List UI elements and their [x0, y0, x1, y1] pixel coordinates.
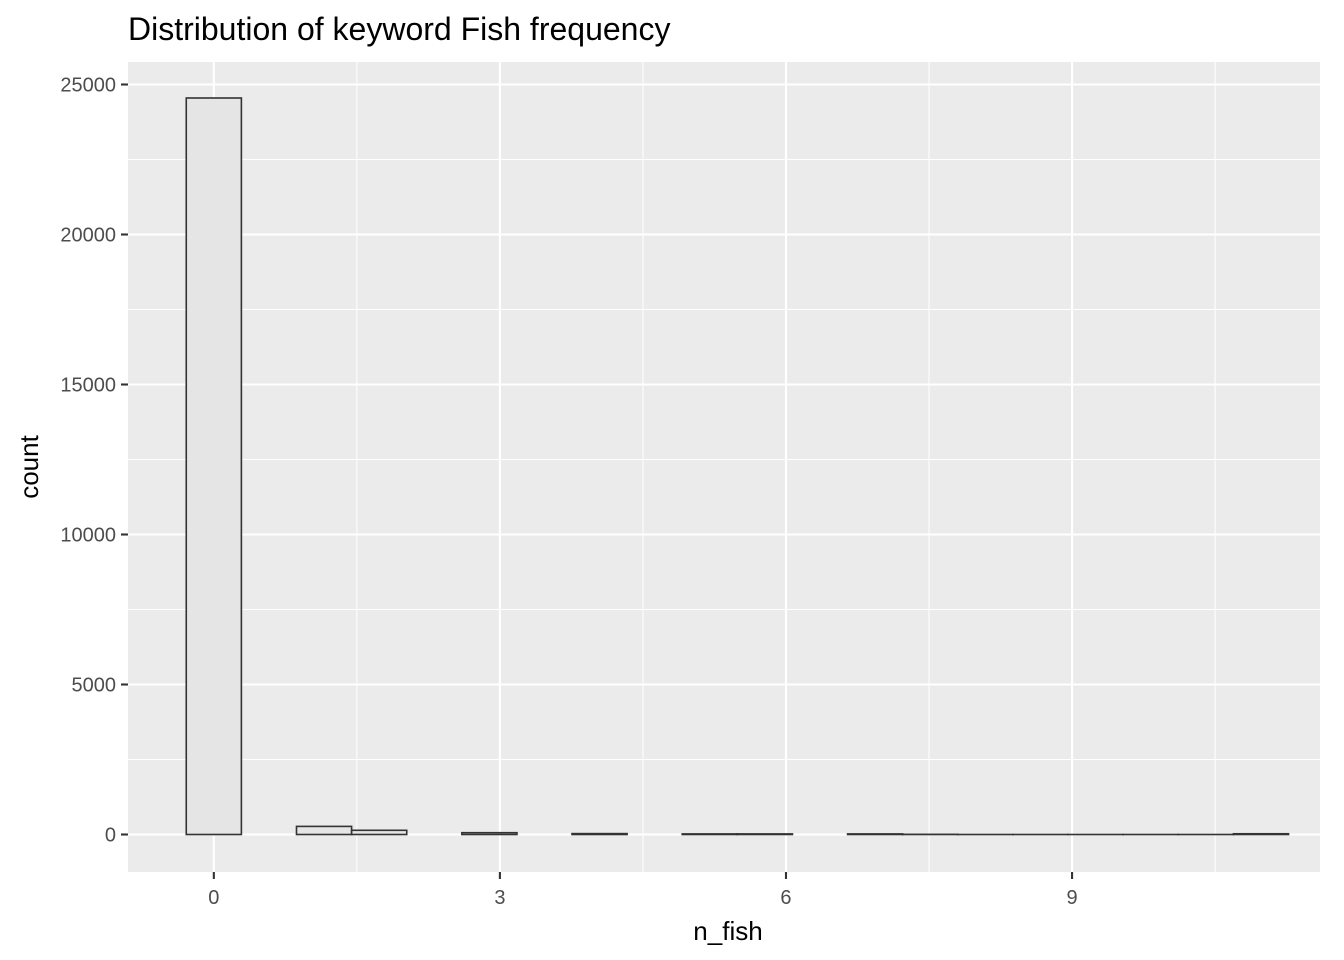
x-axis: 0 3 6 9	[208, 872, 1078, 909]
histogram-bar-1	[295, 825, 353, 836]
histogram-bar-14	[1232, 832, 1290, 836]
y-tick-label: 0	[105, 825, 116, 847]
histogram-bar-5	[681, 833, 739, 836]
y-tick-label: 15000	[60, 375, 116, 397]
y-tick-label: 10000	[60, 525, 116, 547]
chart-title: Distribution of keyword Fish frequency	[128, 11, 670, 47]
x-axis-title: n_fish	[693, 916, 762, 946]
x-tick-label: 6	[780, 887, 791, 909]
y-tick-label: 20000	[60, 225, 116, 247]
minor-gridlines	[128, 62, 1320, 872]
histogram-bar-7	[846, 833, 904, 836]
histogram-bar-0	[185, 97, 243, 836]
x-tick-label: 0	[208, 887, 219, 909]
y-axis: 0 5000 10000 15000 20000 25000	[60, 75, 128, 847]
plot-panel	[128, 62, 1320, 872]
histogram-bars	[185, 97, 1290, 836]
histogram-bar-6	[736, 833, 794, 836]
x-tick-label: 9	[1067, 887, 1078, 909]
histogram-bar-3	[461, 831, 518, 836]
y-axis-title: count	[14, 434, 44, 498]
y-tick-label: 25000	[60, 75, 116, 97]
histogram-bar-2	[350, 829, 408, 836]
histogram-bar-4	[571, 832, 628, 836]
y-tick-label: 5000	[72, 675, 117, 697]
x-tick-label: 3	[494, 887, 505, 909]
